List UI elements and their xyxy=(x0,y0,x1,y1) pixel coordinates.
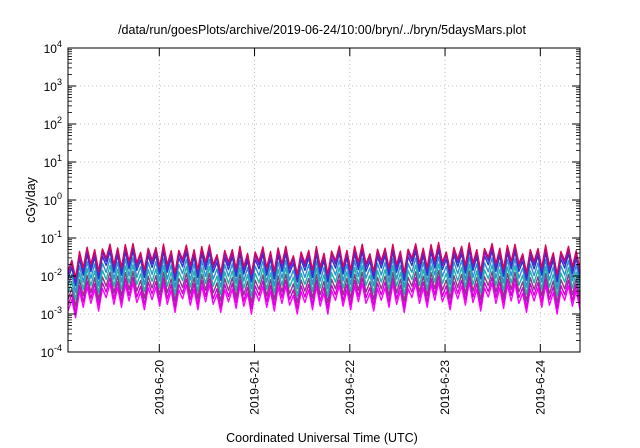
series-line-4 xyxy=(67,256,581,294)
x-tick-label: 2019-6-22 xyxy=(343,360,357,415)
y-tick-label: 101 xyxy=(44,153,62,170)
x-tick-label: 2019-6-24 xyxy=(533,360,547,415)
x-tick-label: 2019-6-21 xyxy=(248,360,262,415)
y-axis: 10-4 10-3 10-2 10-1 100 101 102 103 104 xyxy=(41,39,580,360)
series-line-0 xyxy=(67,281,581,319)
y-tick-label: 10-4 xyxy=(41,343,62,360)
x-axis-label: Coordinated Universal Time (UTC) xyxy=(226,431,418,445)
y-tick-label: 10-1 xyxy=(41,229,62,246)
x-axis: 2019-6-20 2019-6-21 2019-6-22 2019-6-23 2019… xyxy=(152,48,547,415)
y-tick-label: 10-3 xyxy=(41,305,62,322)
chart-title: /data/run/goesPlots/archive/2019-06-24/1… xyxy=(118,23,526,37)
y-tick-label: 104 xyxy=(44,39,62,56)
y-tick-label: 100 xyxy=(44,191,62,208)
y-tick-label: 10-2 xyxy=(41,267,62,284)
y-tick-label: 103 xyxy=(44,77,62,94)
x-tick-label: 2019-6-23 xyxy=(438,360,452,415)
series-line-8 xyxy=(67,241,581,279)
series-line-3 xyxy=(67,263,581,301)
series-line-2 xyxy=(67,270,581,307)
y-tick-label: 102 xyxy=(44,115,62,132)
y-axis-label: cGy/day xyxy=(24,176,38,223)
series-line-1 xyxy=(67,275,581,314)
series-layer xyxy=(67,241,581,319)
x-tick-label: 2019-6-20 xyxy=(152,360,166,415)
series-line-5 xyxy=(67,249,581,287)
